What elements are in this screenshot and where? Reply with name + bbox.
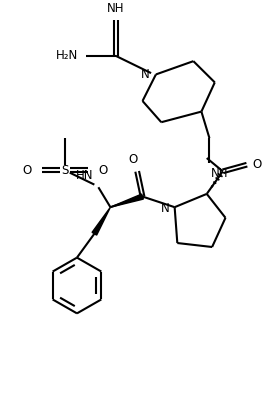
Text: O: O — [252, 158, 261, 171]
Text: N: N — [161, 202, 170, 215]
Text: HN: HN — [76, 169, 93, 182]
Text: NH: NH — [107, 2, 125, 15]
Text: S: S — [61, 164, 69, 177]
Polygon shape — [92, 207, 110, 235]
Polygon shape — [110, 194, 143, 207]
Text: O: O — [98, 164, 108, 177]
Text: O: O — [22, 164, 31, 177]
Text: N: N — [141, 68, 150, 81]
Text: NH: NH — [211, 166, 228, 179]
Text: O: O — [129, 153, 138, 166]
Text: H₂N: H₂N — [56, 49, 78, 62]
